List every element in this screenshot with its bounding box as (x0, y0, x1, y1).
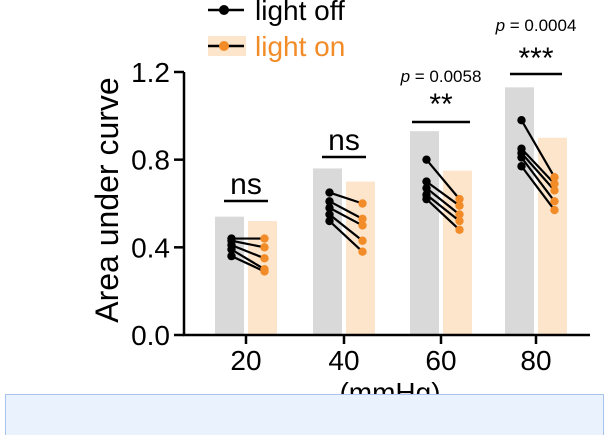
y-axis-label: Area under curve (89, 77, 125, 322)
point-light-on-40-2 (358, 221, 367, 230)
pair-line-60-3 (425, 193, 461, 222)
sig-label-40: ns (328, 124, 360, 157)
point-light-on-40-1 (358, 214, 367, 224)
bottom-panel (5, 394, 604, 435)
pair-line-80-1 (520, 147, 556, 185)
legend-label-light-on: light on (255, 31, 345, 62)
point-light-on-40-4 (358, 247, 367, 256)
point-light-on-80-0 (550, 173, 559, 182)
x-tick-label-60: 60 (425, 345, 456, 376)
pair-line-40-4 (328, 220, 364, 253)
p-value-60: p = 0.0058 (400, 67, 482, 86)
point-light-off-40-1 (325, 197, 334, 206)
point-light-off-20-3 (227, 245, 236, 254)
point-light-on-60-1 (455, 201, 464, 210)
pair-line-40-1 (328, 200, 364, 220)
point-light-on-80-1 (550, 179, 559, 188)
legend-marker-light-on (219, 41, 229, 51)
point-light-off-80-4 (517, 162, 526, 171)
point-light-on-60-0 (455, 194, 464, 204)
bar-light-off-80 (505, 87, 534, 335)
sig-label-60: ** (429, 88, 453, 121)
point-light-on-40-3 (358, 236, 367, 245)
point-light-off-60-0 (422, 155, 431, 164)
pair-line-20-3 (230, 248, 266, 271)
bars (215, 87, 567, 335)
p-value-80: p = 0.0004 (495, 16, 577, 35)
sig-label-20: ns (230, 168, 262, 201)
pair-line-20-2 (231, 244, 265, 260)
point-light-on-80-4 (550, 205, 559, 215)
pair-line-80-3 (520, 156, 556, 202)
legend-marker-light-off (219, 5, 229, 15)
pair-line-80-4 (520, 165, 556, 211)
point-light-off-60-1 (422, 177, 431, 186)
pair-line-60-4 (425, 198, 461, 231)
point-light-on-60-3 (455, 216, 464, 226)
point-light-on-20-4 (260, 267, 269, 276)
point-light-off-80-0 (517, 116, 526, 125)
bar-light-off-20 (215, 216, 244, 335)
legend: light off light on (208, 0, 345, 62)
pair-line-60-0 (425, 158, 461, 200)
pair-line-20-1 (231, 239, 265, 249)
pair-line-20-4 (231, 255, 265, 273)
pair-line-40-0 (329, 191, 363, 205)
pair-line-60-1 (425, 180, 461, 207)
point-light-on-60-4 (455, 225, 464, 234)
x-tick-label-40: 40 (328, 345, 359, 376)
sig-label-80: *** (518, 42, 553, 75)
point-light-off-80-3 (517, 153, 526, 162)
point-light-off-40-3 (325, 210, 334, 219)
pair-line-40-3 (328, 213, 364, 242)
point-light-off-40-0 (325, 188, 334, 197)
point-light-on-40-0 (358, 199, 367, 208)
y-tick-label-0.0: 0.0 (131, 320, 170, 351)
x-tick-label-20: 20 (230, 345, 261, 376)
pair-line-60-2 (425, 187, 461, 216)
point-light-off-40-4 (325, 216, 334, 226)
point-light-off-60-2 (422, 183, 431, 193)
point-light-on-60-2 (455, 210, 464, 219)
bar-light-on-80 (538, 137, 567, 335)
point-light-off-60-4 (422, 194, 431, 204)
y-tick-label-1.2: 1.2 (131, 57, 170, 88)
x-tick-label-80: 80 (520, 345, 551, 376)
bar-light-off-60 (410, 131, 439, 335)
auc-chart: light off light on ns ns ** p = 0.0058 *** p =… (89, 0, 590, 400)
point-light-on-80-3 (550, 197, 559, 206)
data-points (227, 116, 559, 276)
pair-line-80-0 (520, 119, 556, 178)
y-tick-label-0.8: 0.8 (131, 145, 170, 176)
point-light-on-80-2 (550, 186, 559, 195)
legend-label-light-off: light off (255, 0, 345, 26)
point-light-on-20-0 (260, 234, 269, 243)
pair-line-40-2 (328, 206, 364, 227)
significance-annotations: ns ns ** p = 0.0058 *** p = 0.0004 (224, 16, 577, 203)
point-light-on-20-1 (260, 243, 269, 252)
point-light-off-20-4 (227, 251, 236, 261)
paired-lines (230, 119, 556, 273)
pair-line-80-2 (520, 152, 556, 192)
point-light-on-20-2 (260, 254, 269, 263)
y-tick-label-0.4: 0.4 (131, 232, 170, 263)
point-light-off-40-2 (325, 203, 334, 213)
